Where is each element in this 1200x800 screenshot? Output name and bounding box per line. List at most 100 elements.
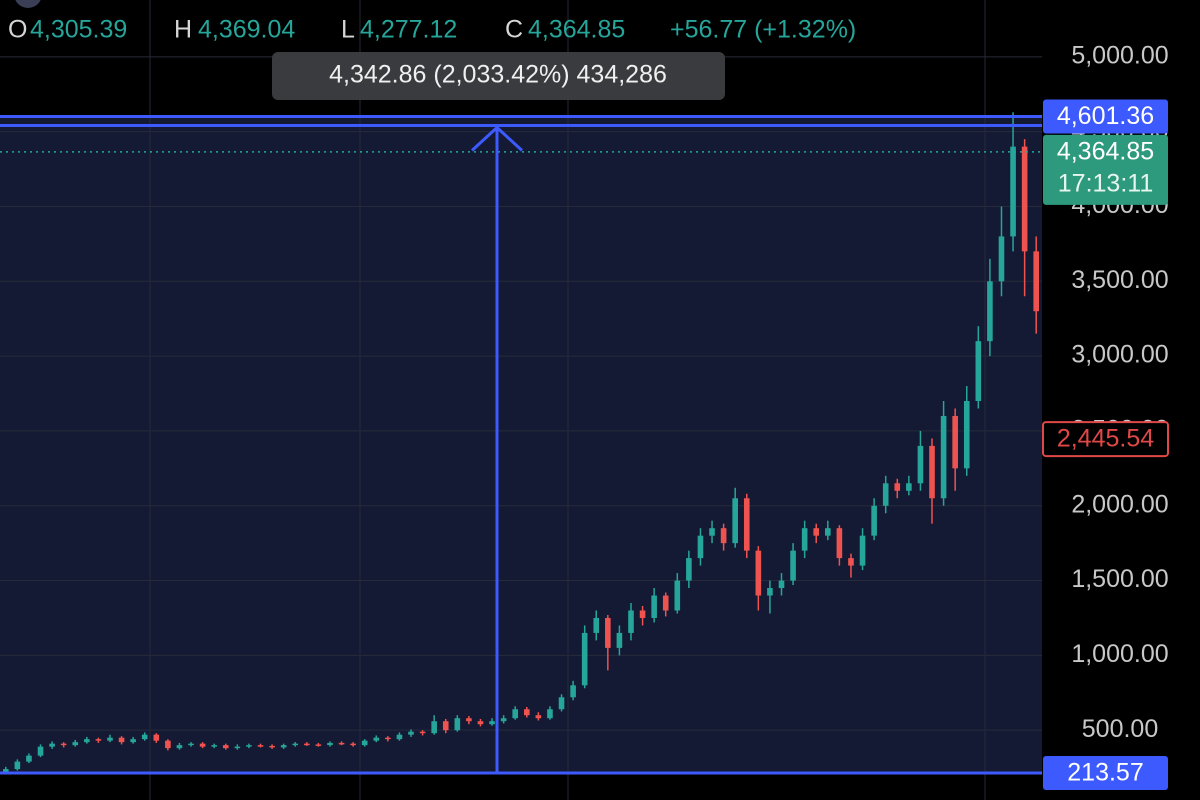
candle-body: [523, 709, 530, 716]
candle-body: [431, 721, 437, 734]
y-tick-label: 2,000.00: [1071, 490, 1168, 518]
candle-body: [373, 737, 380, 741]
candle-body: [199, 743, 206, 747]
candle-body: [859, 535, 866, 566]
candle-body: [825, 528, 831, 536]
measure-high-label-text: 4,601.36: [1057, 102, 1154, 130]
candle-body: [327, 742, 333, 746]
candle-body: [37, 746, 44, 756]
candle-body: [257, 745, 264, 747]
y-tick-label: 3,000.00: [1071, 341, 1168, 369]
vertical-grid: [149, 0, 986, 800]
candle-body: [130, 739, 136, 743]
candle-body: [767, 588, 773, 596]
header-value: 4,305.39: [30, 16, 127, 44]
candle-body: [616, 632, 623, 648]
candle-body: [60, 743, 67, 746]
candle-body: [280, 745, 287, 748]
candle-body: [222, 745, 229, 749]
candle-body: [2, 769, 9, 773]
candle-body: [165, 740, 171, 749]
candle-body: [593, 617, 600, 633]
candle-body: [848, 558, 854, 566]
candle-body: [639, 610, 646, 618]
y-tick-label: 1,000.00: [1071, 640, 1168, 668]
candle-body: [570, 685, 576, 698]
candle-body: [315, 744, 322, 746]
candle-body: [697, 535, 704, 559]
candle-body: [211, 745, 217, 747]
candle-body: [26, 755, 32, 762]
candle-body: [547, 709, 553, 719]
alert-price-label-box: [1042, 421, 1169, 458]
candle-body: [419, 731, 426, 734]
candle-body: [292, 743, 299, 746]
symbol-icon: [15, 0, 41, 8]
candle-body: [709, 528, 715, 536]
candle-body: [581, 632, 588, 686]
candle-body: [107, 737, 113, 741]
y-tick-label: 500.00: [1082, 715, 1158, 743]
candle-body: [1021, 146, 1028, 252]
candle-body: [720, 528, 727, 544]
candle-body: [350, 743, 356, 746]
candle-body: [489, 721, 495, 725]
candle-body: [72, 742, 79, 746]
candle-body: [686, 558, 692, 581]
candle-body: [998, 236, 1005, 282]
tooltip-text: 4,342.86 (2,033.42%) 434,286: [329, 61, 667, 89]
candle-body: [361, 740, 368, 746]
measure-low-label-text: 213.57: [1067, 759, 1143, 787]
header-value: 4,277.12: [360, 16, 457, 44]
candle-body: [95, 739, 102, 741]
candle-body: [963, 401, 970, 469]
candle-body: [929, 445, 935, 499]
candle-body: [755, 550, 762, 596]
candle-body: [385, 737, 391, 740]
candle-body: [987, 281, 993, 342]
candle-body: [801, 528, 808, 551]
candle-body: [813, 528, 820, 536]
countdown-text: 17:13:11: [1058, 170, 1153, 198]
candle-body: [535, 715, 542, 719]
y-tick-label: 3,500.00: [1071, 266, 1168, 294]
tooltip-box: [272, 52, 725, 100]
candle-body: [512, 709, 519, 719]
candle-body: [141, 734, 148, 740]
candle-body: [674, 580, 681, 611]
candle-body: [118, 737, 125, 743]
candle-body: [176, 745, 183, 749]
candle-body: [1010, 146, 1016, 237]
candle-body: [246, 745, 252, 747]
candle-body: [466, 718, 472, 722]
last-price-text: 4,364.85: [1057, 138, 1154, 166]
candle-body: [1033, 251, 1040, 312]
candle-body: [836, 528, 843, 559]
tooltip: 4,342.86 (2,033.42%) 434,286: [272, 52, 725, 100]
candle-body: [304, 743, 310, 746]
measure-low-label-box: [1043, 756, 1168, 791]
candle-body: [153, 734, 160, 741]
candle-body: [940, 415, 947, 499]
candle-body: [882, 483, 889, 506]
candle-body: [500, 718, 507, 722]
candle-body: [732, 498, 738, 544]
candle-body: [338, 742, 345, 745]
header-label: L: [341, 16, 355, 44]
header-value: 4,364.85: [528, 16, 625, 44]
candle-body: [605, 617, 611, 648]
header-change: +56.77 (+1.32%): [670, 16, 856, 44]
candle-body: [454, 718, 461, 731]
candle-body: [952, 415, 958, 469]
measure-region: [0, 116, 1042, 774]
candle-body: [662, 595, 669, 611]
candle-body: [49, 743, 55, 747]
y-tick-label: 5,000.00: [1071, 41, 1168, 69]
candle-body: [396, 734, 403, 740]
candle-body: [628, 610, 634, 633]
candle-body: [269, 745, 275, 748]
candle-body: [234, 746, 241, 749]
candle-body: [790, 550, 796, 581]
candle-body: [778, 580, 785, 589]
